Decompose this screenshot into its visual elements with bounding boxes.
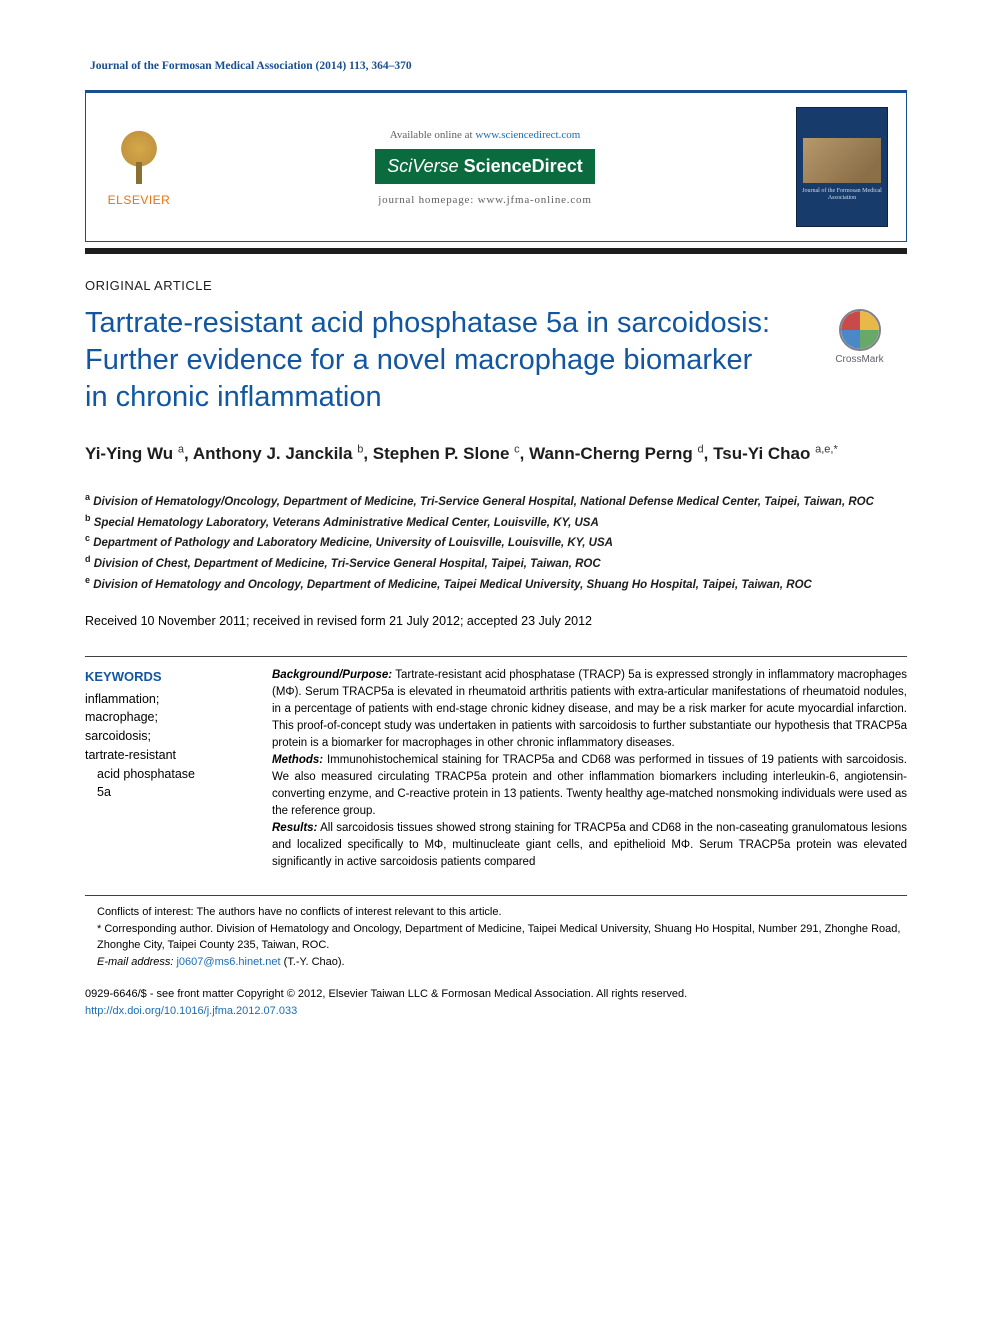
elsevier-tree-icon <box>109 127 169 189</box>
affiliation-item: d Division of Chest, Department of Medic… <box>85 553 907 574</box>
sciencedirect-brand-bar: SciVerse ScienceDirect <box>375 149 594 184</box>
sciencedirect-url[interactable]: www.sciencedirect.com <box>475 129 580 141</box>
keywords-block: KEYWORDS inflammation; macrophage; sarco… <box>85 667 240 871</box>
journal-homepage-line: journal homepage: www.jfma-online.com <box>192 194 778 206</box>
affiliation-item: a Division of Hematology/Oncology, Depar… <box>85 491 907 512</box>
abstract-background-text: Tartrate-resistant acid phosphatase (TRA… <box>272 669 907 749</box>
email-line: E-mail address: j0607@ms6.hinet.net (T.-… <box>85 954 907 971</box>
doi-link[interactable]: http://dx.doi.org/10.1016/j.jfma.2012.07… <box>85 1005 297 1017</box>
abstract-section-label: Background/Purpose: <box>272 669 392 681</box>
journal-reference: Journal of the Formosan Medical Associat… <box>85 60 907 72</box>
affiliation-item: b Special Hematology Laboratory, Veteran… <box>85 512 907 533</box>
abstract-methods-text: Immunohistochemical staining for TRACP5a… <box>272 754 907 817</box>
available-online-label: Available online at <box>390 129 476 141</box>
keywords-heading: KEYWORDS <box>85 667 240 687</box>
crossmark-badge[interactable]: CrossMark <box>812 309 907 365</box>
article-dates: Received 10 November 2011; received in r… <box>85 614 907 628</box>
journal-cover-title: Journal of the Formosan Medical Associat… <box>797 188 887 202</box>
copyright-block: 0929-6646/$ - see front matter Copyright… <box>85 986 907 1019</box>
crossmark-label: CrossMark <box>812 354 907 365</box>
copyright-line: 0929-6646/$ - see front matter Copyright… <box>85 986 907 1003</box>
corresponding-email-link[interactable]: j0607@ms6.hinet.net <box>176 956 280 968</box>
masthead-divider <box>85 248 907 254</box>
journal-cover-thumbnail: Journal of the Formosan Medical Associat… <box>796 107 888 227</box>
sciencedirect-word: ScienceDirect <box>464 156 583 176</box>
article-type-label: ORIGINAL ARTICLE <box>85 278 907 293</box>
abstract-block: Background/Purpose: Tartrate-resistant a… <box>272 667 907 871</box>
affiliation-item: c Department of Pathology and Laboratory… <box>85 532 907 553</box>
keyword-item: sarcoidosis; <box>85 727 240 746</box>
email-author-suffix: (T.-Y. Chao). <box>281 956 345 968</box>
elsevier-wordmark: ELSEVIER <box>104 193 174 207</box>
sciverse-word: SciVerse <box>387 156 463 176</box>
keyword-item: 5a <box>85 783 240 802</box>
article-title: Tartrate-resistant acid phosphatase 5a i… <box>85 305 782 416</box>
affiliation-item: e Division of Hematology and Oncology, D… <box>85 574 907 595</box>
keyword-item: tartrate-resistant <box>85 746 240 765</box>
email-label: E-mail address: <box>97 956 176 968</box>
abstract-section-label: Results: <box>272 822 317 834</box>
elsevier-logo: ELSEVIER <box>104 127 174 207</box>
keyword-item: inflammation; <box>85 690 240 709</box>
footnotes-block: Conflicts of interest: The authors have … <box>85 895 907 970</box>
abstract-results-text: All sarcoidosis tissues showed strong st… <box>272 822 907 868</box>
keyword-item: macrophage; <box>85 708 240 727</box>
affiliations-list: a Division of Hematology/Oncology, Depar… <box>85 491 907 594</box>
authors-list: Yi-Ying Wu a, Anthony J. Janckila b, Ste… <box>85 442 907 467</box>
available-online-line: Available online at www.sciencedirect.co… <box>192 129 778 141</box>
abstract-section-label: Methods: <box>272 754 323 766</box>
conflicts-of-interest: Conflicts of interest: The authors have … <box>85 904 907 921</box>
corresponding-author: * Corresponding author. Division of Hema… <box>85 921 907 954</box>
masthead-center: Available online at www.sciencedirect.co… <box>192 129 778 206</box>
masthead: ELSEVIER Available online at www.science… <box>85 90 907 242</box>
crossmark-icon <box>839 309 881 351</box>
keyword-item: acid phosphatase <box>85 765 240 784</box>
